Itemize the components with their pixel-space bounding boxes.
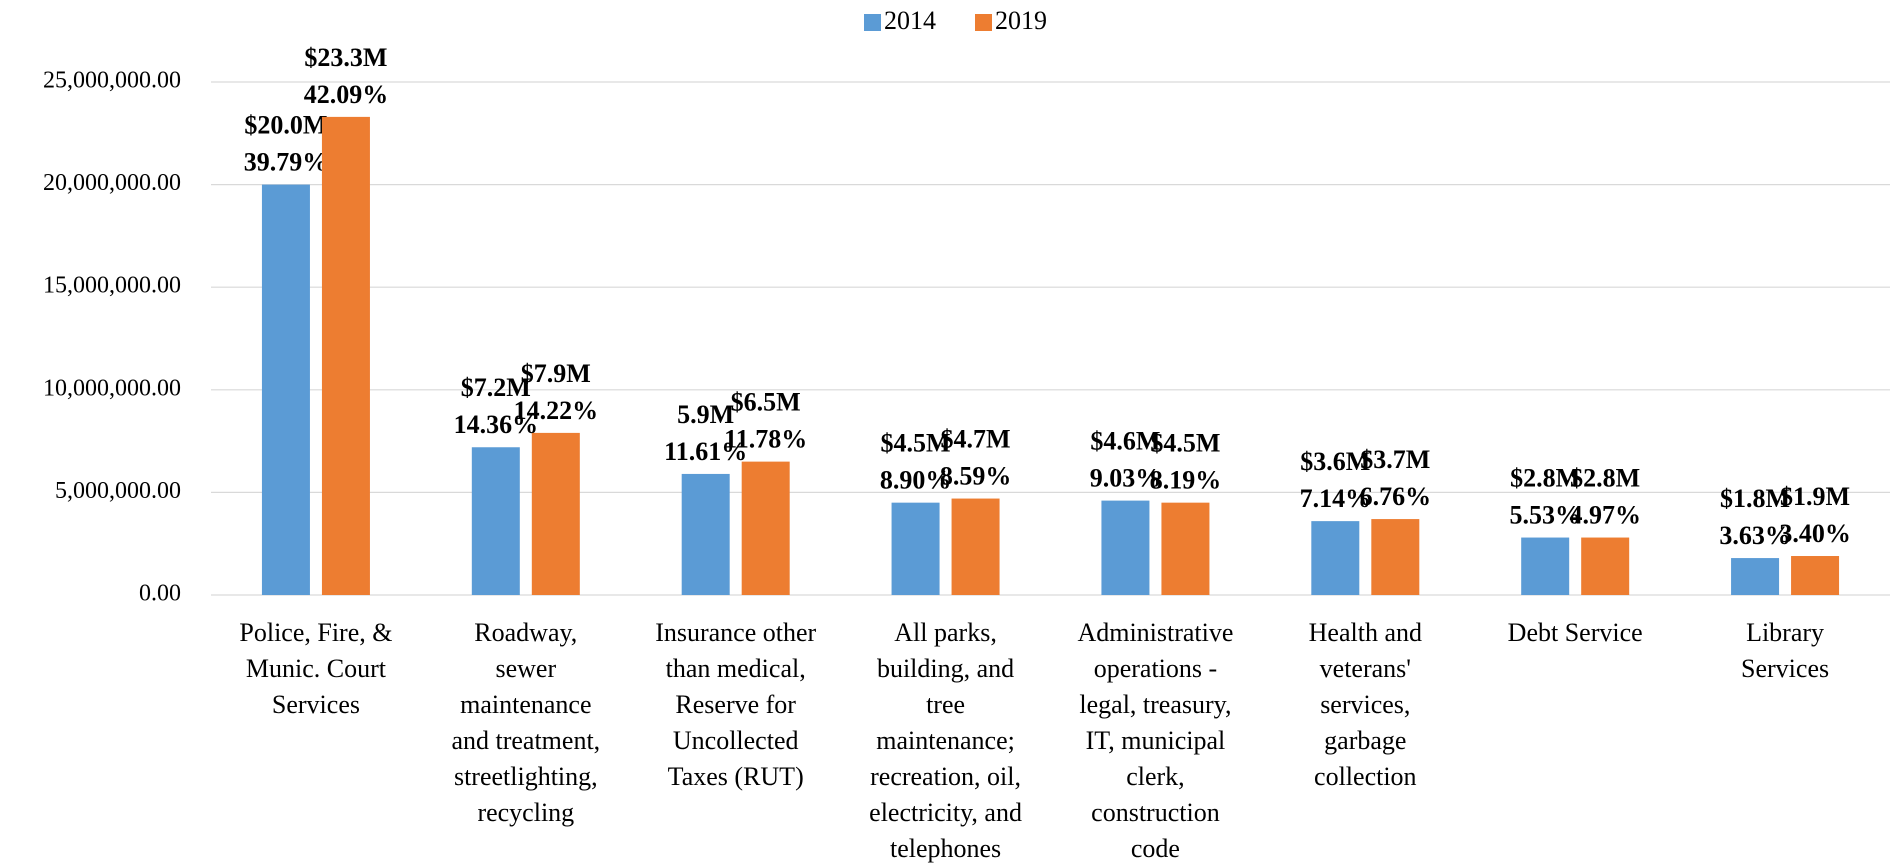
bar <box>471 447 520 595</box>
y-tick-label: 20,000,000.00 <box>43 170 181 196</box>
x-tick-label: sewer <box>495 654 556 683</box>
bar <box>951 498 1000 595</box>
x-tick-label: maintenance <box>460 690 591 719</box>
value-label: $20.0M <box>244 111 327 140</box>
x-tick-label: streetlighting, <box>454 762 598 791</box>
x-tick-label: building, and <box>877 654 1014 683</box>
value-label: $2.8M <box>1510 464 1580 493</box>
x-tick-label: collection <box>1314 762 1417 791</box>
x-tick-label: garbage <box>1324 726 1406 755</box>
value-label: 4.97% <box>1569 501 1641 530</box>
bar <box>1581 537 1630 595</box>
value-label: 8.90% <box>880 466 952 495</box>
value-label: 3.63% <box>1719 521 1791 550</box>
x-tick-label: tree <box>926 690 965 719</box>
y-tick-label: 10,000,000.00 <box>43 375 181 401</box>
value-label: 42.09% <box>304 80 389 109</box>
value-label: 5.9M <box>677 400 734 429</box>
x-tick-label: Taxes (RUT) <box>668 762 804 791</box>
value-label: 9.03% <box>1090 464 1162 493</box>
x-tick-label: Debt Service <box>1508 618 1643 647</box>
bar <box>1161 502 1210 595</box>
y-tick-label: 25,000,000.00 <box>43 68 181 94</box>
x-tick-label: than medical, <box>666 654 806 683</box>
value-label: 14.36% <box>454 410 539 439</box>
bar <box>531 432 580 595</box>
x-tick-label: Insurance other <box>655 618 816 647</box>
bar <box>1311 521 1360 595</box>
y-tick-label: 15,000,000.00 <box>43 273 181 299</box>
x-tick-label: and treatment, <box>451 726 600 755</box>
x-tick-label: clerk, <box>1126 762 1184 791</box>
x-tick-label: Services <box>272 690 360 719</box>
value-label: 11.61% <box>664 437 747 466</box>
value-label: $4.6M <box>1090 427 1160 456</box>
x-tick-label: code <box>1131 834 1180 863</box>
x-tick-label: Munic. Court <box>246 654 387 683</box>
value-label: 7.14% <box>1300 484 1372 513</box>
value-label: $1.8M <box>1720 484 1790 513</box>
legend-swatch <box>864 14 881 31</box>
x-tick-label: veterans' <box>1320 654 1411 683</box>
legend-label: 2019 <box>995 6 1047 35</box>
bar <box>321 116 370 595</box>
value-label: $4.5M <box>881 429 951 458</box>
x-tick-label: Roadway, <box>474 618 577 647</box>
x-tick-label: Reserve for <box>675 690 796 719</box>
bar <box>1791 556 1840 595</box>
bar <box>261 184 310 595</box>
x-tick-label: legal, treasury, <box>1079 690 1231 719</box>
x-tick-label: recreation, oil, <box>870 762 1021 791</box>
bar <box>681 473 730 595</box>
x-tick-label: Administrative <box>1077 618 1233 647</box>
value-label: 8.19% <box>1150 466 1222 495</box>
value-label: $4.7M <box>941 425 1011 454</box>
value-label: 14.22% <box>514 396 599 425</box>
x-tick-label: Health and <box>1309 618 1422 647</box>
x-tick-label: construction <box>1091 798 1220 827</box>
y-tick-label: 5,000,000.00 <box>55 478 181 504</box>
x-tick-label: Library <box>1746 618 1824 647</box>
x-tick-label: IT, municipal <box>1086 726 1226 755</box>
bar <box>1371 519 1420 595</box>
x-tick-label: services, <box>1320 690 1410 719</box>
value-label: $6.5M <box>731 388 801 417</box>
x-tick-label: Uncollected <box>673 726 799 755</box>
value-label: $3.6M <box>1300 447 1370 476</box>
value-label: $3.7M <box>1360 445 1430 474</box>
value-label: 8.59% <box>940 462 1012 491</box>
x-tick-label: recycling <box>477 798 574 827</box>
value-label: 6.76% <box>1360 482 1432 511</box>
x-tick-label: Services <box>1741 654 1829 683</box>
value-label: 5.53% <box>1509 501 1581 530</box>
bar <box>1521 537 1570 595</box>
value-label: 39.79% <box>244 148 329 177</box>
legend-label: 2014 <box>884 6 936 35</box>
value-label: $7.9M <box>521 359 591 388</box>
bar <box>1101 500 1150 595</box>
value-label: 3.40% <box>1779 519 1851 548</box>
x-tick-label: Police, Fire, & <box>239 618 392 647</box>
value-label: 11.78% <box>724 425 807 454</box>
value-label: $4.5M <box>1150 429 1220 458</box>
value-label: $7.2M <box>461 373 531 402</box>
value-label: $2.8M <box>1570 464 1640 493</box>
x-tick-label: All parks, <box>894 618 997 647</box>
bar <box>1731 558 1780 595</box>
value-label: $23.3M <box>304 43 387 72</box>
x-tick-label: operations - <box>1094 654 1217 683</box>
x-tick-label: maintenance; <box>876 726 1015 755</box>
legend-swatch <box>975 14 992 31</box>
y-tick-label: 0.00 <box>139 581 181 607</box>
x-tick-label: electricity, and <box>869 798 1022 827</box>
value-label: $1.9M <box>1780 482 1850 511</box>
x-tick-label: telephones <box>890 834 1001 863</box>
bar <box>891 502 940 595</box>
bar <box>741 461 790 595</box>
